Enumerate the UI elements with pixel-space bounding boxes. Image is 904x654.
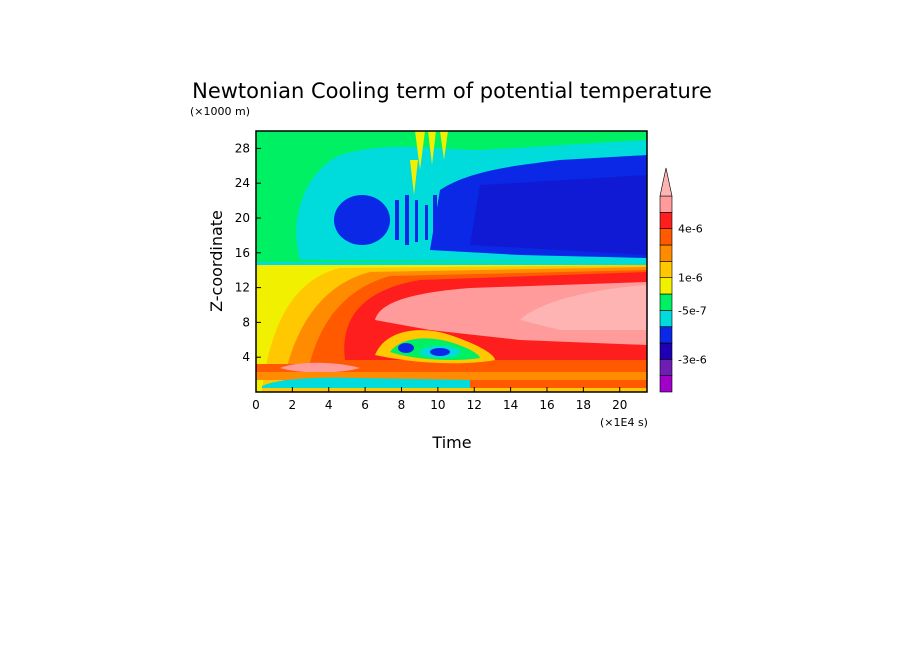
colorbar-swatch: [659, 375, 673, 393]
colorbar-swatch: [659, 195, 673, 213]
colorbar-swatch: [659, 277, 673, 295]
colorbar-label: 1e-6: [678, 272, 703, 285]
colorbar-label: 4e-6: [678, 223, 703, 236]
y-axis: 4 8 12 16 20 24 28: [235, 141, 261, 364]
x-tick-label: 20: [612, 398, 627, 412]
x-tick-label: 2: [289, 398, 297, 412]
x-axis-label: Time: [431, 433, 471, 452]
colorbar-extend-arrow: [659, 167, 673, 197]
x-tick-label: 16: [539, 398, 554, 412]
x-axis: 0 2 4 6 8 10 12 14 16 18 20: [252, 387, 627, 412]
x-tick-label: 6: [361, 398, 369, 412]
x-tick-label: 8: [398, 398, 406, 412]
x-tick-label: 0: [252, 398, 260, 412]
y-tick-label: 8: [242, 315, 250, 329]
y-unit-label: (×1000 m): [190, 105, 250, 118]
y-tick-label: 4: [242, 350, 250, 364]
colorbar-swatch: [659, 212, 673, 229]
x-tick-label: 14: [503, 398, 518, 412]
colorbar-swatch: [659, 244, 673, 262]
plot-frame: [255, 130, 648, 393]
x-tick-label: 4: [325, 398, 333, 412]
x-tick-label: 10: [430, 398, 445, 412]
y-axis-label: Z-coordinate: [207, 210, 226, 312]
y-tick-label: 16: [235, 246, 250, 260]
colorbar-swatch: [659, 228, 673, 246]
heatmap-field: [256, 131, 647, 392]
colorbar-swatch: [659, 261, 673, 278]
y-tick-label: 24: [235, 176, 250, 190]
x-tick-label: 18: [576, 398, 591, 412]
chart-title: Newtonian Cooling term of potential temp…: [192, 79, 712, 103]
colorbar-label: -5e-7: [678, 304, 707, 317]
colorbar-swatch: [659, 326, 673, 344]
x-tick-label: 12: [467, 398, 482, 412]
colorbar: -3e-6 -5e-7 1e-6 4e-6: [659, 167, 707, 393]
colorbar-swatch: [659, 359, 673, 376]
y-tick-label: 12: [235, 281, 250, 295]
colorbar-swatch: [659, 293, 673, 311]
y-tick-label: 28: [235, 141, 250, 155]
colorbar-swatch: [659, 342, 673, 360]
colorbar-label: -3e-6: [678, 353, 707, 366]
x-unit-label: (×1E4 s): [600, 416, 648, 429]
y-tick-label: 20: [235, 211, 250, 225]
colorbar-swatch: [659, 310, 673, 327]
